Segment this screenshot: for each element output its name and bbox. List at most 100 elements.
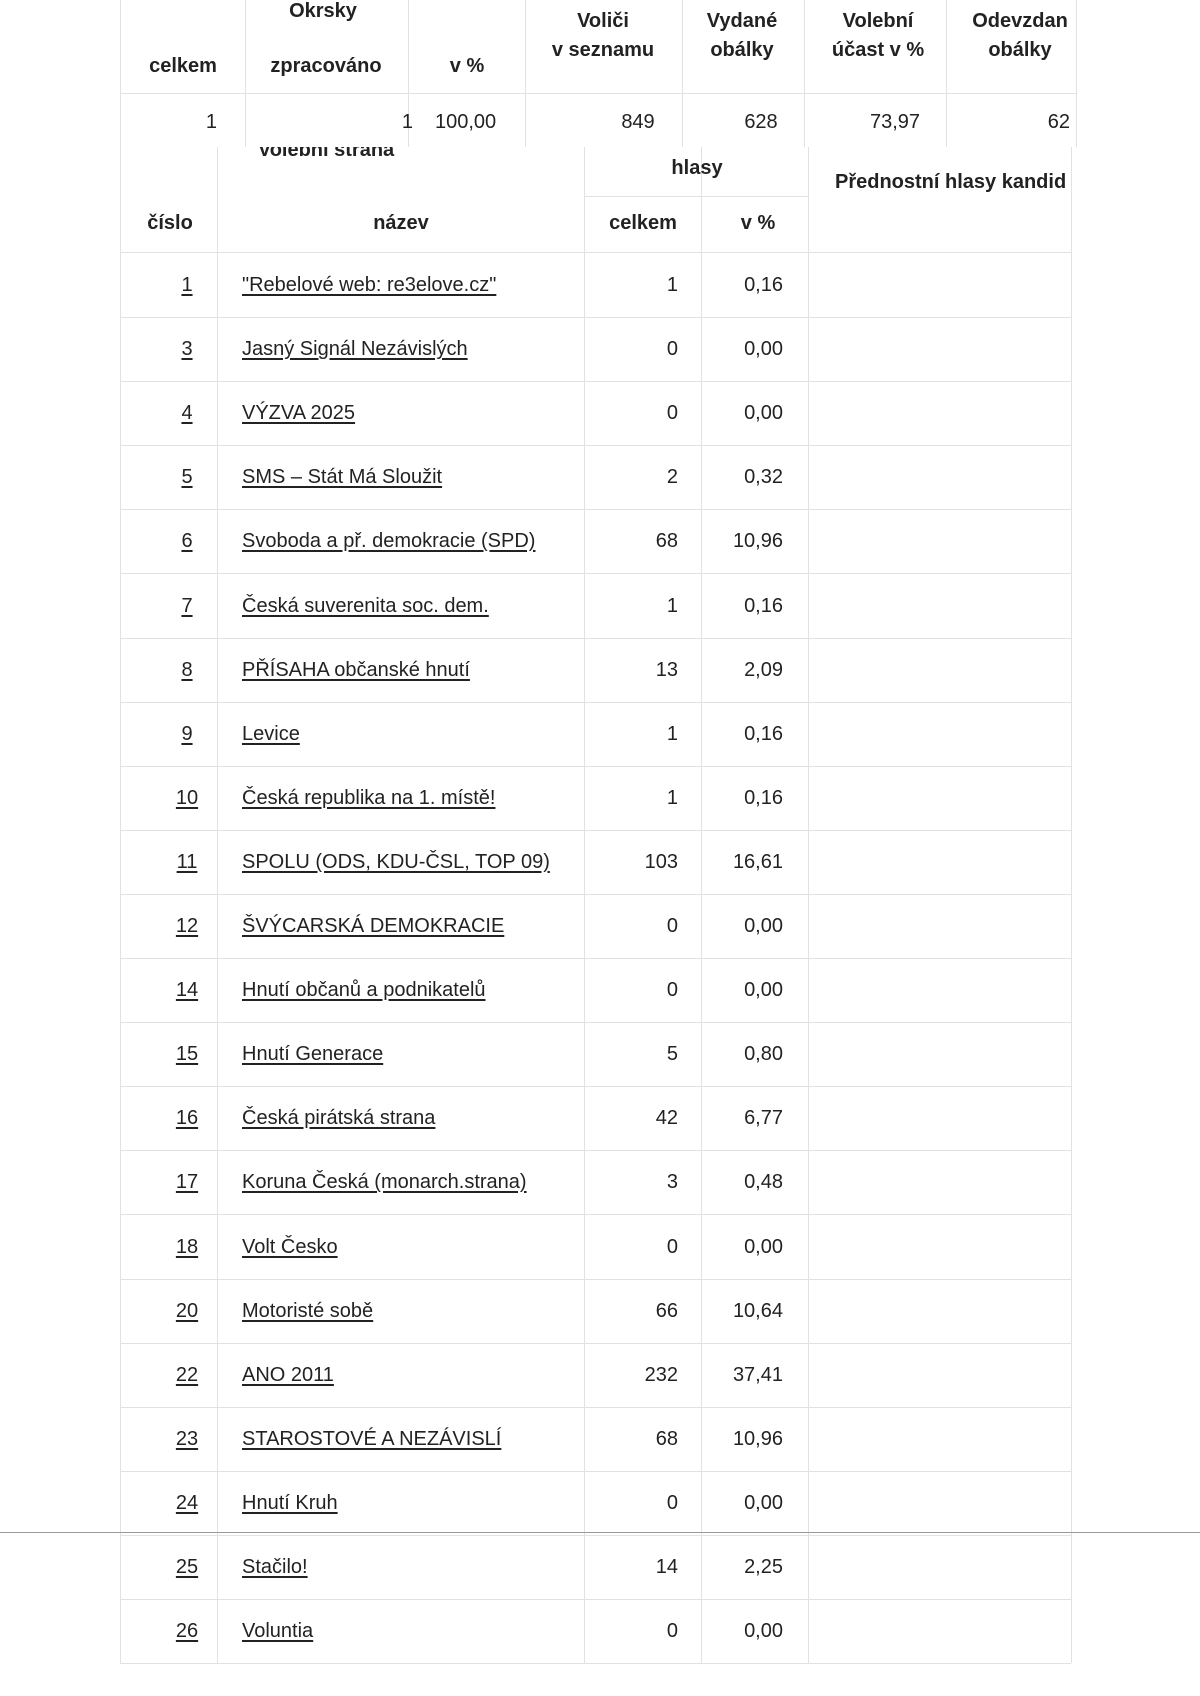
party-number: 9 [181, 722, 193, 745]
vote-share: 2,25 [744, 1556, 783, 1578]
party-number: 15 [175, 1043, 199, 1066]
votes: 3 [666, 1171, 678, 1194]
votes: 68 [655, 1427, 678, 1450]
rule [120, 1535, 1071, 1536]
party-number: 20 [175, 1299, 199, 1322]
group-header: hlasy [671, 157, 723, 179]
party-name: SMS – Stát Má Sloužit [242, 466, 443, 489]
rule [120, 1599, 1071, 1600]
cell: 1 [401, 111, 413, 133]
rule [120, 93, 1076, 94]
column-header: obálky [988, 39, 1052, 61]
party-name: STAROSTOVÉ A NEZÁVISLÍ [242, 1427, 502, 1450]
votes: 1 [666, 594, 678, 617]
column-header: Volební [842, 10, 914, 32]
party-number: 23 [175, 1427, 199, 1450]
votes: 68 [655, 530, 678, 553]
party-name: Jasný Signál Nezávislých [242, 338, 468, 361]
vote-share: 0,16 [744, 274, 783, 296]
column-header: Vydané [706, 10, 778, 32]
party-name: Voluntia [242, 1620, 314, 1643]
party-number: 5 [181, 466, 193, 489]
rule [120, 766, 1071, 767]
vote-share: 10,96 [732, 1427, 783, 1450]
results-table: Volební strana hlasy Přednostní hlasy kand… [0, 147, 1200, 1696]
party-number: 7 [181, 594, 193, 617]
votes: 1 [666, 786, 678, 809]
group-header: Okrsky [289, 0, 357, 22]
column-header: název [373, 212, 429, 234]
vote-share: 0,00 [744, 979, 783, 1002]
summary-table: Okrsky celkem zpracováno v % Voliči v seznamu… [0, 0, 1200, 147]
vote-share: 6,77 [744, 1107, 783, 1130]
votes: 0 [666, 1491, 678, 1514]
column-header: v % [449, 55, 485, 77]
rule [120, 958, 1071, 959]
group-header: Volební strana [257, 147, 395, 161]
rule [120, 509, 1071, 510]
cell: 100,00 [435, 111, 497, 133]
rule [120, 1214, 1071, 1215]
rule [120, 1150, 1071, 1151]
rule [120, 1343, 1071, 1344]
rule [120, 317, 1071, 318]
rule [120, 702, 1071, 703]
column-header: celkem [149, 55, 217, 77]
rule [804, 0, 805, 147]
votes: 103 [644, 850, 678, 873]
rule [120, 894, 1071, 895]
party-name: ANO 2011 [242, 1363, 334, 1386]
votes: 0 [666, 1235, 678, 1258]
party-name: Levice [242, 722, 300, 745]
votes: 0 [666, 402, 678, 425]
votes: 66 [655, 1299, 678, 1322]
party-name: "Rebelové web: re3elove.cz" [242, 274, 497, 296]
rule [120, 0, 121, 147]
votes: 13 [655, 658, 678, 681]
party-number: 4 [181, 402, 193, 425]
votes: 1 [666, 722, 678, 745]
rule [408, 0, 409, 147]
party-name: Svoboda a př. demokracie (SPD) [242, 530, 536, 553]
party-name: VÝZVA 2025 [242, 402, 356, 425]
party-number: 8 [181, 658, 193, 681]
party-number: 11 [176, 850, 198, 873]
cell: 1 [205, 111, 217, 133]
column-header: v seznamu [551, 39, 655, 61]
party-name: Hnutí Generace [242, 1043, 384, 1066]
vote-share: 0,00 [744, 1620, 783, 1643]
column-header: Odevzdan [972, 10, 1068, 32]
votes: 0 [666, 338, 678, 361]
party-name: PŘÍSAHA občanské hnutí [242, 658, 470, 681]
rule [584, 147, 585, 1663]
scan-edge [0, 1532, 1200, 1533]
cell: 628 [744, 111, 778, 133]
column-header: účast v % [831, 39, 925, 61]
vote-share: 0,16 [744, 722, 783, 745]
vote-share: 0,00 [744, 1235, 783, 1258]
vote-share: 0,80 [744, 1043, 783, 1066]
rule [120, 147, 121, 1663]
column-header: celkem [609, 212, 677, 234]
rule [682, 0, 683, 147]
party-number: 17 [175, 1171, 199, 1194]
votes: 5 [666, 1043, 678, 1066]
vote-share: 10,96 [732, 530, 783, 553]
party-name: SPOLU (ODS, KDU-ČSL, TOP 09) [242, 850, 550, 873]
party-number: 10 [175, 786, 199, 809]
votes: 14 [655, 1556, 678, 1578]
party-number: 25 [175, 1556, 199, 1578]
rule [120, 252, 1071, 253]
rule [120, 830, 1071, 831]
party-number: 3 [181, 338, 193, 361]
vote-share: 0,00 [744, 338, 783, 361]
rule [120, 1407, 1071, 1408]
party-number: 1 [181, 274, 193, 296]
party-number: 12 [175, 915, 199, 937]
column-header: Voliči [577, 10, 629, 32]
party-number: 26 [175, 1620, 199, 1643]
party-number: 18 [175, 1235, 199, 1258]
party-name: Česká pirátská strana [242, 1107, 436, 1130]
rule [120, 638, 1071, 639]
cell: 849 [621, 111, 655, 133]
